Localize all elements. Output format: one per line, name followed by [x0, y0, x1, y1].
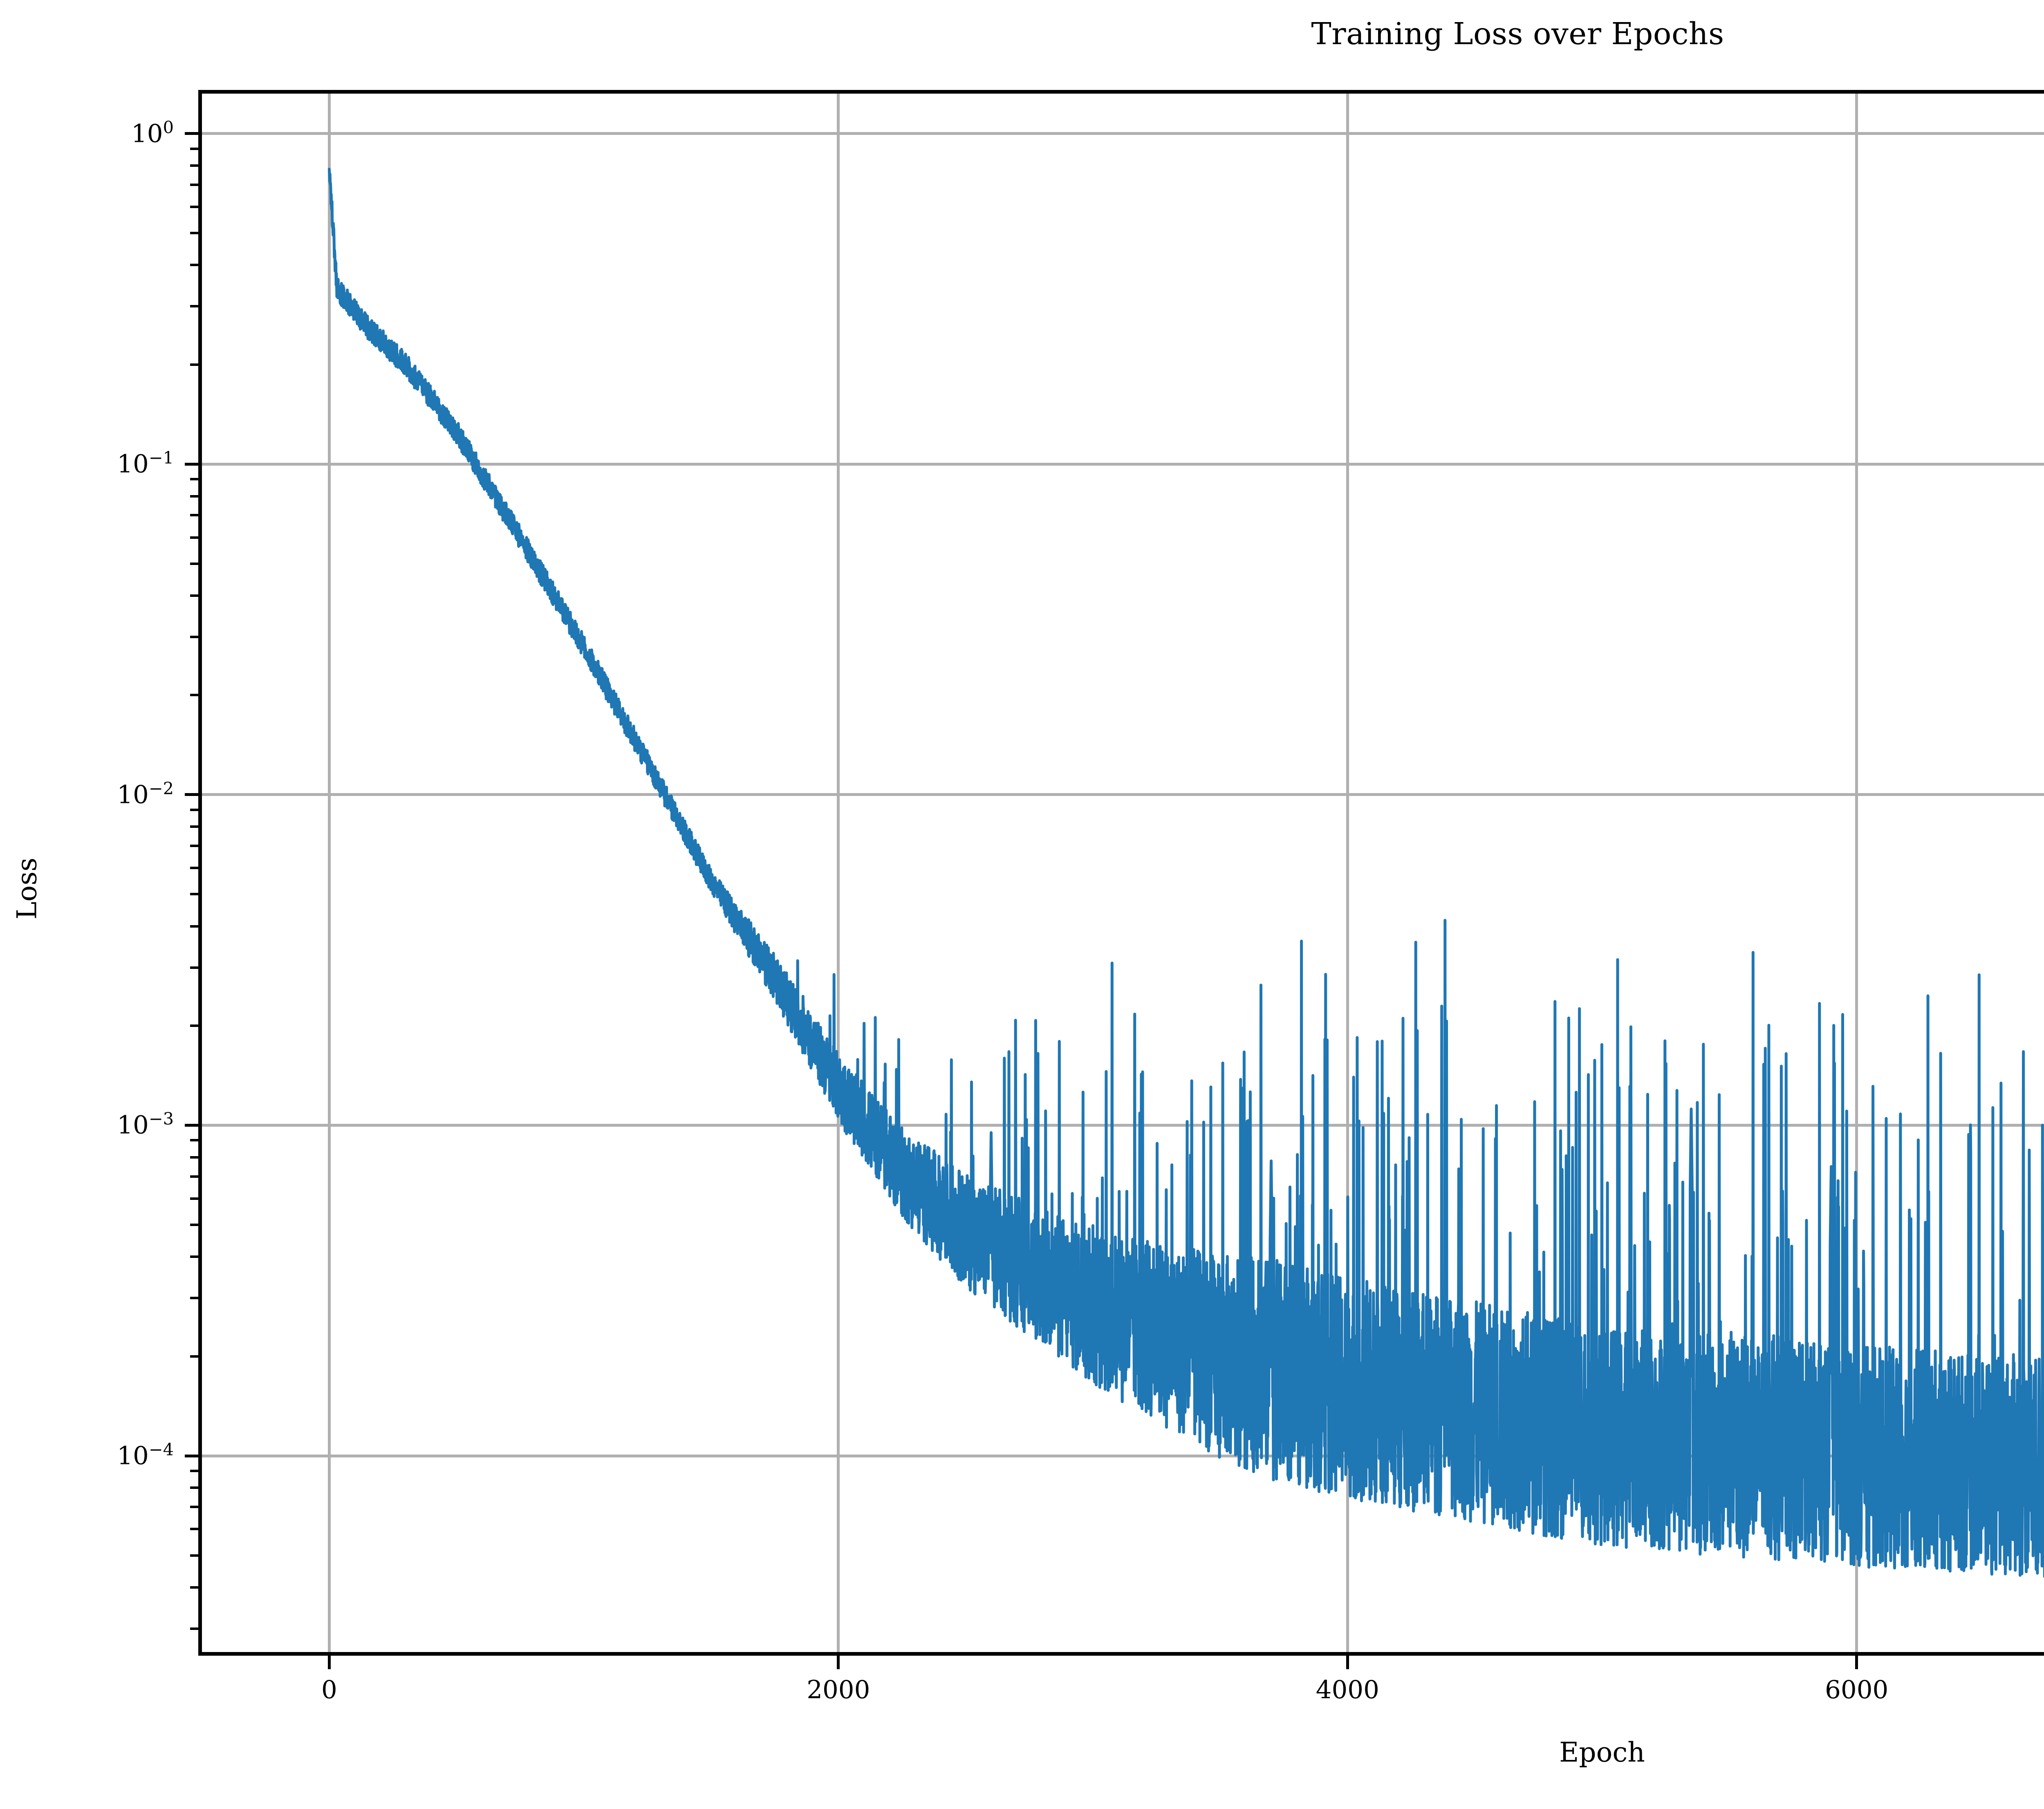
y-minor-tick-mark — [190, 925, 198, 928]
y-minor-tick-mark — [190, 1197, 198, 1200]
y-minor-tick-mark — [190, 808, 198, 811]
y-minor-tick-mark — [190, 1024, 198, 1027]
y-minor-tick-mark — [190, 363, 198, 366]
y-minor-tick-mark — [190, 478, 198, 481]
y-minor-tick-mark — [190, 1355, 198, 1358]
y-minor-tick-mark — [190, 635, 198, 638]
gridline-vertical — [327, 94, 331, 1652]
x-tick-label: 0 — [321, 1675, 337, 1704]
y-minor-tick-mark — [190, 305, 198, 308]
y-tick-label: 10−1 — [117, 448, 174, 479]
y-minor-tick-mark — [190, 694, 198, 697]
x-tick-label: 4000 — [1316, 1675, 1379, 1704]
y-tick-label: 10−4 — [117, 1439, 174, 1471]
plot-area — [198, 90, 2044, 1656]
y-minor-tick-mark — [190, 1156, 198, 1159]
y-minor-tick-mark — [190, 536, 198, 539]
y-minor-tick-mark — [190, 1586, 198, 1589]
y-tick-mark — [185, 793, 198, 796]
gridline-vertical — [837, 94, 840, 1652]
y-minor-tick-mark — [190, 966, 198, 969]
y-minor-tick-mark — [190, 1297, 198, 1300]
y-minor-tick-mark — [190, 1470, 198, 1473]
gridline-vertical — [1346, 94, 1349, 1652]
gridline-horizontal — [202, 132, 2044, 135]
gridline-vertical — [1855, 94, 1858, 1652]
y-minor-tick-mark — [190, 825, 198, 828]
y-minor-tick-mark — [190, 1139, 198, 1142]
y-axis-label: Loss — [11, 857, 43, 920]
gridline-horizontal — [202, 1454, 2044, 1457]
x-tick-label: 2000 — [807, 1675, 870, 1704]
y-minor-tick-mark — [190, 562, 198, 565]
y-minor-tick-mark — [190, 164, 198, 167]
x-tick-mark — [1346, 1656, 1349, 1669]
x-tick-mark — [1855, 1656, 1858, 1669]
y-minor-tick-mark — [190, 1486, 198, 1489]
y-minor-tick-mark — [190, 867, 198, 870]
gridlines — [202, 94, 2044, 1652]
x-tick-label: 6000 — [1825, 1675, 1889, 1704]
y-minor-tick-mark — [190, 231, 198, 234]
gridline-horizontal — [202, 1123, 2044, 1127]
y-tick-mark — [185, 1123, 198, 1127]
y-minor-tick-mark — [190, 147, 198, 150]
page-title: Training Loss over Epochs — [1311, 16, 1724, 52]
y-minor-tick-mark — [190, 1255, 198, 1258]
y-minor-tick-mark — [190, 594, 198, 597]
y-minor-tick-mark — [190, 1554, 198, 1557]
y-minor-tick-mark — [190, 1627, 198, 1630]
x-axis-label: Epoch — [1559, 1737, 1645, 1768]
y-minor-tick-mark — [190, 893, 198, 896]
y-minor-tick-mark — [190, 205, 198, 208]
loss-line-series — [202, 94, 2044, 1652]
y-tick-label: 10−3 — [117, 1109, 174, 1140]
gridline-horizontal — [202, 462, 2044, 466]
y-tick-label: 10−2 — [117, 778, 174, 809]
y-tick-mark — [185, 1454, 198, 1457]
y-tick-mark — [185, 132, 198, 135]
y-minor-tick-mark — [190, 845, 198, 847]
gridline-horizontal — [202, 793, 2044, 796]
y-minor-tick-mark — [190, 514, 198, 517]
data-layer — [202, 94, 2044, 1652]
y-tick-label: 100 — [131, 117, 174, 148]
y-minor-tick-mark — [190, 1223, 198, 1226]
x-tick-mark — [837, 1656, 840, 1669]
y-minor-tick-mark — [190, 1506, 198, 1509]
x-tick-mark — [327, 1656, 331, 1669]
y-minor-tick-mark — [190, 1528, 198, 1531]
y-minor-tick-mark — [190, 183, 198, 186]
y-tick-mark — [185, 462, 198, 466]
y-minor-tick-mark — [190, 264, 198, 267]
y-minor-tick-mark — [190, 495, 198, 498]
y-minor-tick-mark — [190, 1175, 198, 1178]
